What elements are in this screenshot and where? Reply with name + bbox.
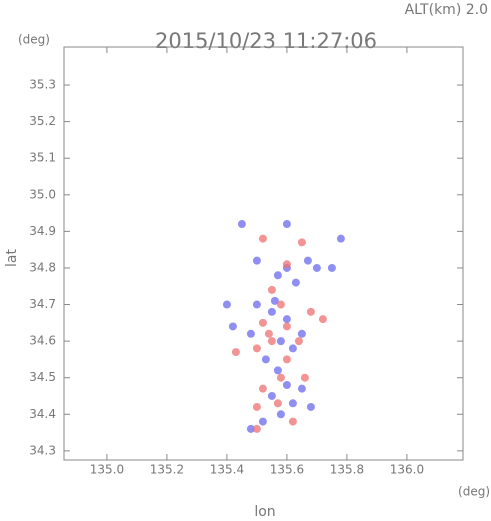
- point: [294, 337, 303, 346]
- y-tick-label: 34.8: [29, 260, 56, 274]
- point: [252, 256, 261, 265]
- point: [303, 256, 312, 265]
- point: [282, 355, 291, 364]
- point: [273, 399, 282, 408]
- chart-title: 2015/10/23 11:27:06: [155, 29, 377, 53]
- point: [273, 271, 282, 280]
- point: [318, 315, 327, 324]
- point: [267, 391, 276, 400]
- point: [264, 329, 273, 338]
- y-tick-label: 34.7: [29, 297, 56, 311]
- point: [267, 285, 276, 294]
- point: [282, 220, 291, 229]
- point: [282, 381, 291, 390]
- point: [252, 344, 261, 353]
- point: [252, 300, 261, 309]
- point: [273, 366, 282, 375]
- x-tick-label: 135.8: [330, 463, 364, 477]
- x-tick-label: 135.4: [210, 463, 244, 477]
- point: [306, 307, 315, 316]
- point: [267, 337, 276, 346]
- point: [276, 337, 285, 346]
- y-tick-label: 35.1: [29, 151, 56, 165]
- altitude-label: ALT(km) 2.0: [405, 2, 488, 18]
- point: [246, 424, 255, 433]
- point: [297, 384, 306, 393]
- point: [261, 355, 270, 364]
- point: [297, 329, 306, 338]
- point: [228, 322, 237, 331]
- y-tick-label: 34.3: [29, 443, 56, 457]
- x-tick-label: 135.0: [90, 463, 124, 477]
- point: [336, 234, 345, 243]
- point: [258, 318, 267, 327]
- point: [288, 417, 297, 426]
- point: [312, 263, 321, 272]
- point: [270, 296, 279, 305]
- point: [252, 424, 261, 433]
- point: [258, 234, 267, 243]
- point: [288, 344, 297, 353]
- plot-frame: [63, 46, 464, 461]
- point: [276, 410, 285, 419]
- point: [282, 315, 291, 324]
- y-axis-label: lat: [4, 249, 20, 267]
- point: [297, 238, 306, 247]
- y-unit: (deg): [18, 33, 50, 47]
- y-tick-label: 34.9: [29, 224, 56, 238]
- point: [237, 220, 246, 229]
- point: [282, 322, 291, 331]
- y-tick-label: 35.3: [29, 78, 56, 92]
- point: [267, 307, 276, 316]
- point: [291, 278, 300, 287]
- point: [252, 402, 261, 411]
- x-tick-label: 135.6: [270, 463, 304, 477]
- point: [246, 329, 255, 338]
- y-tick-label: 34.6: [29, 334, 56, 348]
- y-tick-label: 34.5: [29, 370, 56, 384]
- point: [231, 348, 240, 357]
- point: [222, 300, 231, 309]
- point: [258, 384, 267, 393]
- point: [288, 399, 297, 408]
- point: [276, 300, 285, 309]
- x-tick-label: 135.2: [150, 463, 184, 477]
- point: [258, 417, 267, 426]
- point: [276, 373, 285, 382]
- point: [282, 260, 291, 269]
- x-axis-label: lon: [254, 504, 275, 520]
- x-tick-label: 136.0: [390, 463, 424, 477]
- y-tick-label: 35.0: [29, 187, 56, 201]
- point: [300, 373, 309, 382]
- y-tick-label: 34.4: [29, 407, 56, 421]
- point: [327, 263, 336, 272]
- y-tick-label: 35.2: [29, 114, 56, 128]
- x-unit: (deg): [458, 485, 490, 499]
- point: [306, 402, 315, 411]
